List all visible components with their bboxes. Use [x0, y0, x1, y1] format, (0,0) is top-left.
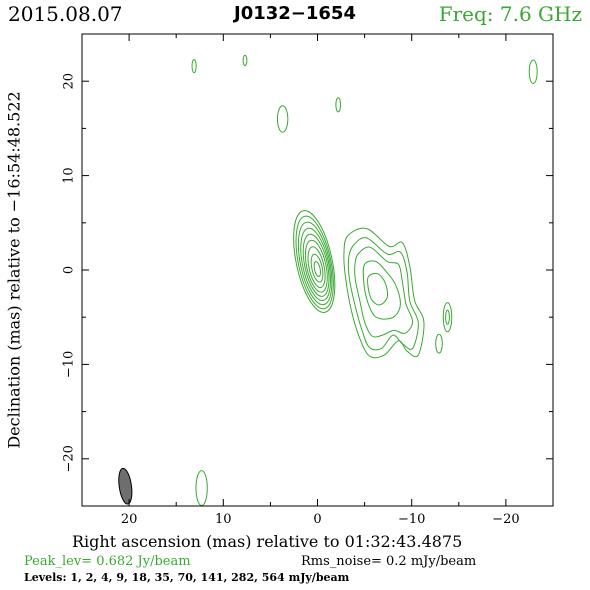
y-axis-label: Declination (mas) relative to −16:54:48.… — [5, 91, 24, 448]
core-contour-2 — [295, 215, 334, 310]
plot-frame — [81, 33, 554, 507]
contour-levels: Levels: 1, 2, 4, 9, 18, 35, 70, 141, 282… — [24, 571, 350, 584]
observation-date: 2015.08.07 — [8, 2, 123, 26]
core-contour-6 — [304, 239, 328, 293]
core-contour-3 — [297, 221, 333, 306]
island-contour-7 — [242, 54, 248, 67]
island-contour-4 — [276, 105, 289, 133]
y-tick-label: −10 — [62, 351, 77, 378]
island-contour-5 — [335, 97, 342, 113]
x-tick-label: −20 — [492, 512, 519, 527]
frequency-label: Freq: 7.6 GHz — [438, 2, 582, 26]
jet-contour-3 — [354, 246, 414, 338]
island-contour-6 — [191, 58, 197, 74]
island-contour-9 — [195, 470, 208, 507]
jet-contour-2 — [347, 237, 419, 351]
island-contour-8 — [528, 59, 538, 85]
core-contour-7 — [307, 246, 326, 289]
core-contour-5 — [302, 233, 330, 297]
y-tick-label: 0 — [62, 266, 77, 274]
island-contour-2 — [445, 309, 450, 325]
y-tick-label: −20 — [62, 445, 77, 472]
island-contour-1 — [442, 302, 453, 333]
x-tick-label: 0 — [313, 512, 321, 527]
core-contour-8 — [310, 253, 324, 283]
tick-layer: 20 10 0 −10 −20 20 10 0 −10 −20 — [62, 33, 554, 527]
core-contour-4 — [300, 227, 331, 301]
rms-noise: Rms_noise= 0.2 mJy/beam — [301, 554, 477, 569]
x-tick-label: 10 — [215, 512, 232, 527]
jet-contour-5 — [367, 272, 389, 306]
x-tick-label: −10 — [398, 512, 425, 527]
y-tick-label: 20 — [62, 73, 77, 90]
contour-layer — [191, 54, 538, 507]
x-axis-label: Right ascension (mas) relative to 01:32:… — [72, 532, 463, 551]
beam-layer — [118, 467, 133, 505]
core-contour-1 — [293, 210, 336, 313]
peak-level: Peak_lev= 0.682 Jy/beam — [24, 554, 191, 569]
beam-ellipse — [118, 467, 133, 505]
island-contour-3 — [435, 333, 443, 354]
jet-contour-4 — [362, 260, 401, 320]
source-name: J0132−1654 — [234, 3, 356, 24]
y-tick-label: 10 — [62, 167, 77, 184]
jet-contour-1 — [343, 227, 425, 359]
core-contour-9 — [313, 261, 321, 277]
x-tick-label: 20 — [121, 512, 138, 527]
